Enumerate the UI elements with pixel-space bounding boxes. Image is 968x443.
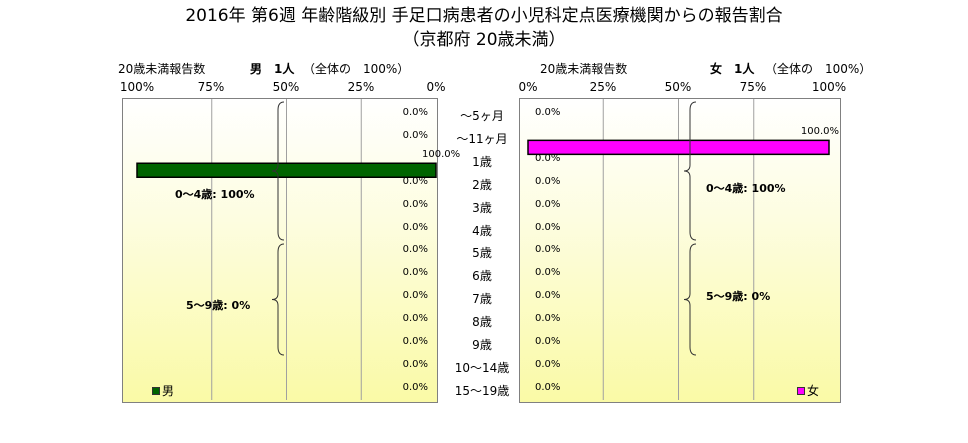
age-category-label: 1歳	[472, 154, 492, 169]
left-brace-0-4	[271, 101, 285, 241]
right-value-label: 0.0%	[535, 198, 561, 210]
right-tick-0: 0%	[518, 80, 538, 94]
age-category-label: 15～19歳	[454, 383, 510, 398]
left-header-sex: 男 1人	[250, 62, 295, 76]
left-value-label: 0.0%	[402, 313, 428, 325]
left-value-label: 0.0%	[402, 336, 428, 347]
right-value-label: 0.0%	[535, 358, 561, 370]
left-value-label: 0.0%	[402, 198, 428, 210]
left-value-label: 0.0%	[402, 267, 428, 279]
left-legend-label: 男	[162, 384, 175, 398]
age-category-label: 2歳	[472, 177, 492, 192]
right-header-count-label: 20歳未満報告数	[540, 62, 628, 76]
age-category-label: 3歳	[472, 200, 492, 215]
right-tick-100: 100%	[811, 80, 847, 94]
right-tick-75: 75%	[739, 80, 767, 94]
left-legend-swatch	[152, 386, 160, 395]
right-legend-label: 女	[807, 384, 820, 398]
left-value-label: 0.0%	[402, 107, 428, 118]
left-header-share: （全体の 100%）	[303, 62, 410, 76]
right-value-label: 100.0%	[800, 126, 839, 138]
right-value-label: 0.0%	[535, 290, 561, 302]
right-legend: 女	[797, 382, 819, 399]
left-value-label: 0.0%	[402, 221, 428, 233]
left-tick-75: 75%	[197, 80, 225, 94]
right-value-label: 0.0%	[535, 152, 561, 164]
left-brace-5-9	[271, 243, 285, 356]
right-value-label: 0.0%	[535, 221, 561, 233]
right-header-share: （全体の 100%）	[765, 62, 872, 76]
left-value-label: 0.0%	[402, 290, 428, 302]
right-brace-label-0-4: 0～4歳: 100%	[706, 182, 786, 195]
right-value-label: 0.0%	[535, 107, 561, 118]
age-category-label: ～5ヶ月	[460, 109, 504, 123]
age-category-label: 9歳	[472, 338, 492, 352]
right-bar-1	[527, 139, 830, 156]
right-value-label: 0.0%	[535, 336, 561, 347]
left-tick-100: 100%	[119, 80, 155, 94]
right-value-label: 0.0%	[535, 381, 561, 393]
left-tick-0: 0%	[426, 80, 446, 94]
right-value-label: 0.0%	[535, 267, 561, 279]
age-category-label: 7歳	[472, 292, 492, 307]
right-brace-0-4	[683, 101, 697, 241]
left-value-label: 0.0%	[402, 175, 428, 187]
right-legend-swatch	[797, 386, 805, 395]
left-tick-25: 25%	[347, 80, 375, 94]
age-category-label: 8歳	[472, 315, 492, 330]
age-category-label: 5歳	[472, 246, 492, 261]
right-value-label: 0.0%	[535, 313, 561, 325]
age-category-label: 6歳	[472, 269, 492, 284]
right-value-label: 0.0%	[535, 244, 561, 256]
left-plot-area	[122, 98, 438, 403]
chart-title: 2016年 第6週 年齢階級別 手足口病患者の小児科定点医療機関からの報告割合	[185, 6, 783, 26]
right-value-label: 0.0%	[535, 175, 561, 187]
age-category-label: ～11ヶ月	[456, 131, 508, 146]
age-category-label: 4歳	[472, 223, 492, 238]
left-brace-label-5-9: 5～9歳: 0%	[186, 299, 251, 312]
left-header-count-label: 20歳未満報告数	[118, 62, 206, 76]
age-category-label: 10～14歳	[454, 360, 510, 375]
right-tick-25: 25%	[589, 80, 617, 94]
right-tick-50: 50%	[664, 80, 692, 94]
left-value-label: 0.0%	[402, 358, 428, 370]
left-value-label: 0.0%	[402, 129, 428, 141]
right-header-sex: 女 1人	[710, 62, 755, 76]
left-bar-2	[136, 162, 437, 178]
left-value-label: 0.0%	[402, 244, 428, 256]
left-brace-label-0-4: 0～4歳: 100%	[175, 188, 255, 201]
right-brace-5-9	[683, 243, 697, 356]
chart-subtitle: （京都府 20歳未満）	[402, 30, 566, 50]
left-value-label: 0.0%	[402, 381, 428, 393]
left-value-label: 100.0%	[422, 149, 461, 161]
left-tick-50: 50%	[272, 80, 300, 94]
right-brace-label-5-9: 5～9歳: 0%	[706, 290, 771, 303]
left-legend: 男	[152, 382, 174, 399]
